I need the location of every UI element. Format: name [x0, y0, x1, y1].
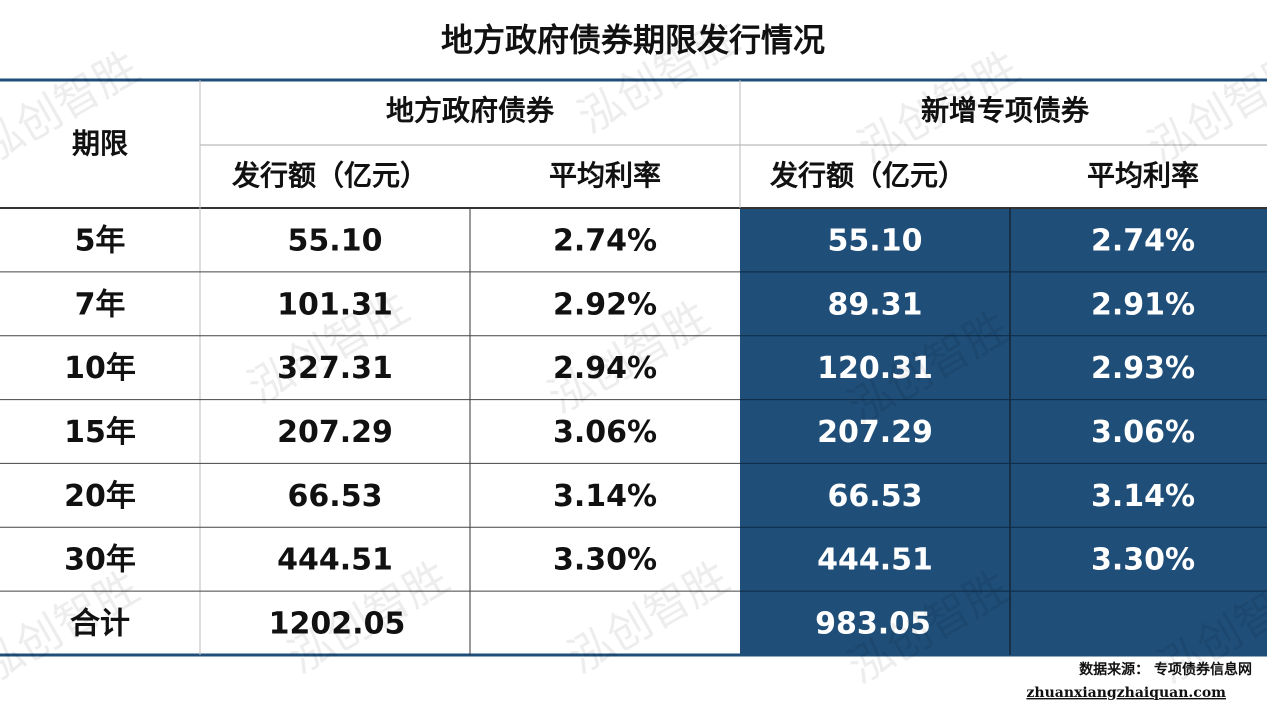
header-col: 发行额（亿元） — [769, 159, 966, 192]
cell: 2.92% — [553, 287, 657, 322]
title: 地方政府债券期限发行情况 — [441, 21, 825, 59]
highlight-block — [740, 208, 1267, 655]
cell: 101.31 — [277, 287, 393, 322]
cell: 2.91% — [1091, 287, 1195, 322]
cell: 2.74% — [1091, 223, 1195, 258]
cell: 3.06% — [553, 415, 657, 450]
header-col: 平均利率 — [549, 159, 661, 192]
cell: 207.29 — [277, 415, 393, 450]
cell: 2.74% — [553, 223, 657, 258]
header-col: 平均利率 — [1087, 159, 1199, 192]
cell: 207.29 — [817, 415, 933, 450]
row-label: 7年 — [75, 287, 126, 322]
cell: 120.31 — [817, 351, 933, 386]
row-label: 15年 — [64, 415, 136, 450]
cell: 66.53 — [828, 479, 923, 514]
row-label: 10年 — [64, 351, 136, 386]
header-col: 发行额（亿元） — [231, 159, 428, 192]
row-label: 合计 — [70, 607, 130, 642]
header-term: 期限 — [72, 127, 128, 160]
cell: 3.14% — [1091, 479, 1195, 514]
table-lines — [0, 78, 1267, 657]
cell: 3.30% — [553, 543, 657, 578]
source: 数据来源： 专项债券信息网 — [1079, 661, 1252, 678]
cell: 444.51 — [817, 543, 933, 578]
cell: 66.53 — [288, 479, 383, 514]
cell: 55.10 — [828, 223, 923, 258]
cell: 2.93% — [1091, 351, 1195, 386]
cell: 55.10 — [288, 223, 383, 258]
cell: 1202.05 — [269, 607, 406, 642]
row-label: 30年 — [64, 543, 136, 578]
cell: 3.30% — [1091, 543, 1195, 578]
header-group: 新增专项债券 — [921, 94, 1090, 127]
row-label: 5年 — [75, 223, 126, 258]
cell: 444.51 — [277, 543, 393, 578]
header-group: 地方政府债券 — [386, 94, 555, 127]
cell: 3.06% — [1091, 415, 1195, 450]
cell: 89.31 — [828, 287, 923, 322]
cell: 983.05 — [815, 607, 931, 642]
cell: 327.31 — [277, 351, 393, 386]
cell: 3.14% — [553, 479, 657, 514]
cell: 2.94% — [553, 351, 657, 386]
source-url: zhuanxiangzhaiquan.com — [1026, 685, 1226, 701]
row-label: 20年 — [64, 479, 136, 514]
